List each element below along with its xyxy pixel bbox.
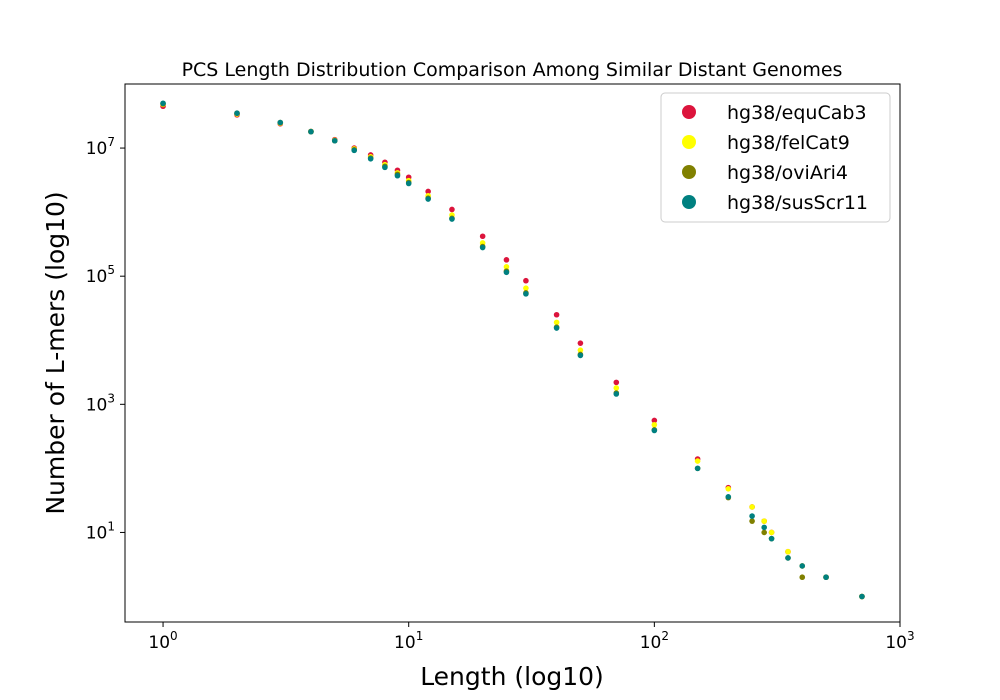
data-point [523, 277, 529, 284]
x-axis-label: Length (log10) [420, 662, 604, 691]
y-tick-label: 101 [86, 519, 115, 543]
data-point [523, 285, 529, 291]
data-point [749, 504, 755, 510]
data-points [160, 100, 865, 600]
data-point [613, 385, 620, 391]
legend-label: hg38/equCab3 [727, 102, 867, 124]
y-axis-label: Number of L-mers (log10) [41, 191, 70, 514]
data-point [651, 421, 658, 428]
data-point [553, 325, 560, 331]
data-point [761, 524, 767, 531]
legend-label: hg38/felCat9 [727, 132, 850, 154]
legend-marker [682, 165, 696, 179]
data-point [308, 128, 314, 135]
data-point [449, 206, 455, 213]
data-point [823, 574, 829, 581]
legend-entry: hg38/felCat9 [682, 132, 850, 154]
data-point [761, 529, 767, 536]
legend-entries: hg38/equCab3 hg38/felCat9 hg38/oviAri4 hg38… [682, 102, 868, 214]
data-point [768, 535, 775, 542]
data-point [749, 513, 755, 519]
data-point [694, 465, 701, 472]
x-tick-label: 100 [148, 629, 177, 653]
data-point [577, 340, 584, 346]
legend-label: hg38/susScr11 [727, 192, 868, 214]
data-point [479, 244, 486, 251]
x-tick-label: 103 [885, 629, 914, 653]
data-point [553, 311, 560, 318]
data-point [725, 486, 732, 492]
legend-entry: hg38/equCab3 [682, 102, 867, 124]
data-point [425, 188, 431, 195]
data-point [277, 119, 284, 126]
data-point [768, 529, 775, 536]
data-point [382, 164, 388, 171]
y-axis: 101 103 105 107 [86, 135, 125, 543]
data-point [523, 291, 529, 297]
legend: hg38/equCab3 hg38/felCat9 hg38/oviAri4 hg38… [660, 92, 891, 223]
legend-marker [682, 105, 696, 119]
x-tick-label: 101 [394, 629, 423, 653]
legend-marker [682, 135, 696, 149]
data-point [425, 196, 431, 202]
legend-marker [682, 195, 696, 209]
data-point [785, 548, 791, 555]
data-point [799, 574, 806, 581]
data-point [613, 391, 620, 397]
x-tick-label: 102 [640, 629, 669, 653]
legend-entry: hg38/oviAri4 [682, 162, 848, 184]
data-point [749, 518, 755, 524]
data-point [553, 319, 560, 326]
legend-label: hg38/oviAri4 [727, 162, 848, 184]
data-point [351, 147, 358, 154]
y-tick-label: 103 [86, 391, 115, 415]
series-hg38-susscr11 [160, 100, 865, 600]
data-point [785, 555, 791, 561]
y-tick-label: 105 [86, 263, 115, 287]
data-point [479, 233, 486, 240]
legend-entry: hg38/susScr11 [682, 192, 868, 214]
data-point [859, 593, 865, 600]
data-point [694, 458, 701, 464]
data-point [577, 352, 584, 359]
data-point [503, 264, 510, 270]
data-point [331, 137, 338, 144]
data-point [160, 100, 166, 107]
legend-box [660, 92, 891, 223]
y-tick-label: 107 [86, 135, 115, 159]
data-point [577, 347, 584, 353]
data-point [761, 518, 767, 524]
data-point [651, 427, 658, 434]
data-point [651, 417, 658, 424]
data-point [503, 269, 510, 276]
data-point [367, 155, 374, 162]
plot-area-frame [124, 83, 901, 623]
data-point [405, 180, 412, 187]
chart-title: PCS Length Distribution Comparison Among… [182, 59, 843, 81]
data-point [394, 172, 401, 179]
data-point [725, 494, 732, 500]
data-point [799, 563, 806, 569]
data-point [503, 257, 510, 263]
x-axis: 100 101 102 103 [148, 622, 915, 653]
data-point [613, 379, 620, 386]
data-point [449, 216, 455, 222]
data-point [234, 110, 240, 117]
